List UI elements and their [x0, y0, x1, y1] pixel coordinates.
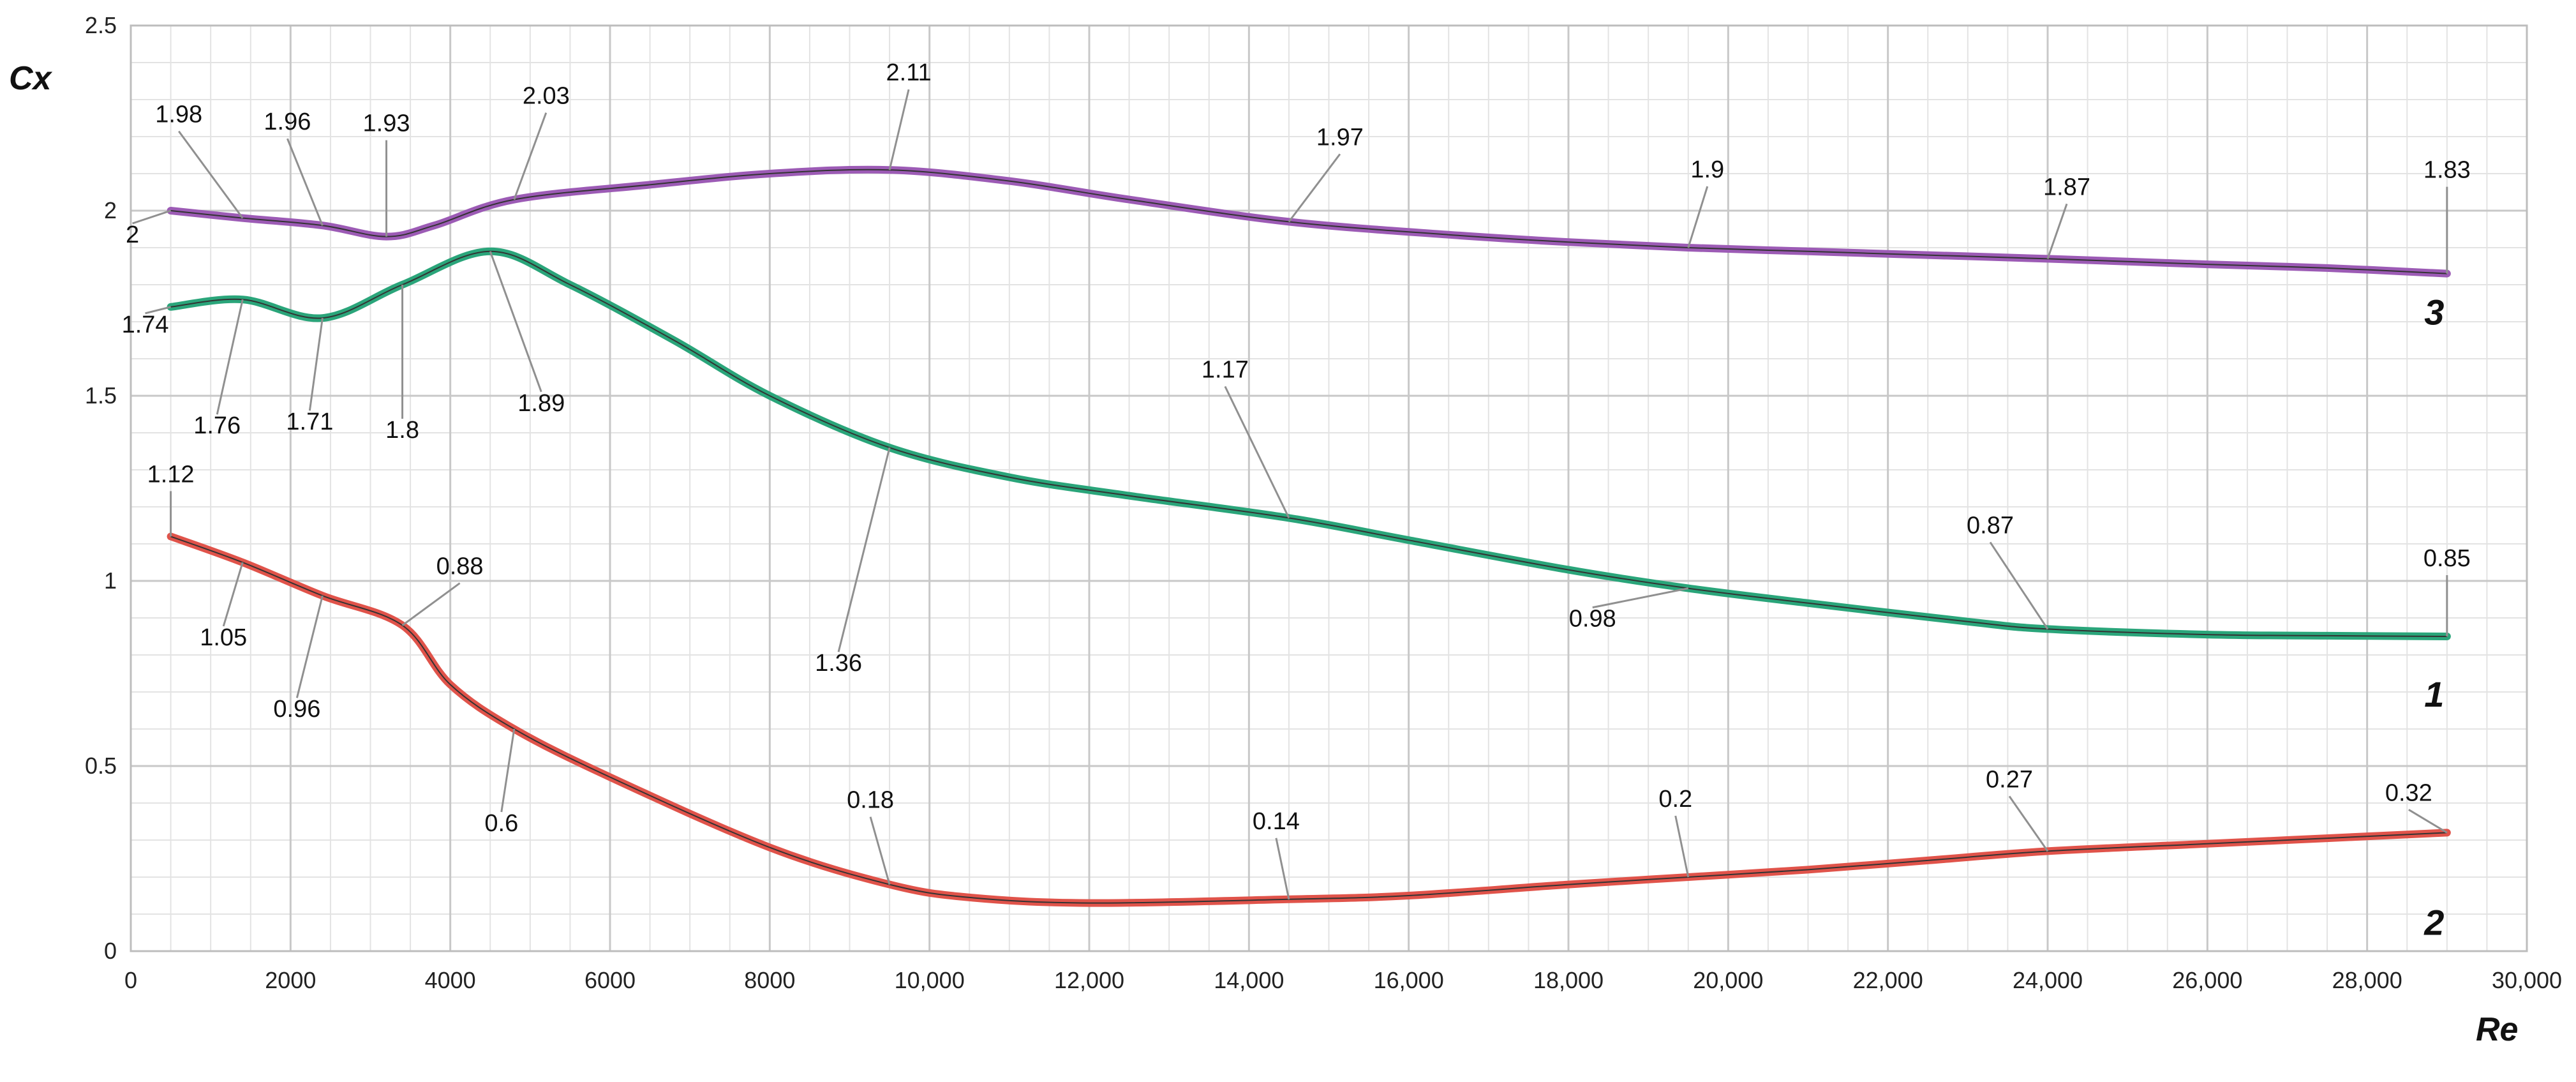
series-2-line-core: [170, 536, 2447, 904]
data-label: 1.98: [155, 101, 202, 128]
data-label: 1.71: [286, 409, 333, 435]
x-tick-label: 8000: [744, 967, 795, 993]
x-tick-label: 16,000: [1374, 967, 1444, 993]
curve-label-1: 1: [2424, 674, 2444, 714]
leader-line: [1275, 838, 1290, 900]
y-tick-label: 0.5: [85, 753, 117, 779]
x-tick-label: 26,000: [2172, 967, 2242, 993]
leader-line: [869, 816, 891, 885]
y-tick-label: 1: [104, 567, 117, 594]
x-tick-label: 14,000: [1214, 967, 1284, 993]
grid: [130, 24, 2528, 952]
data-label: 1.89: [517, 390, 565, 417]
leader-line: [2046, 203, 2068, 259]
x-tick-label: 4000: [425, 967, 476, 993]
leader-line: [222, 562, 244, 627]
y-tick-label: 1.5: [85, 382, 117, 409]
leader-line: [500, 728, 516, 813]
leader-line: [401, 582, 461, 626]
data-label: 0.98: [1569, 606, 1616, 633]
leader-line: [2008, 795, 2049, 852]
data-label: 1.74: [122, 312, 169, 338]
x-tick-label: 30,000: [2492, 967, 2562, 993]
data-label: 2: [126, 222, 139, 248]
leader-line: [2408, 809, 2448, 834]
data-label: 1.9: [1690, 156, 1724, 183]
data-label: 1.93: [363, 110, 410, 137]
plot-frame: [130, 24, 2528, 952]
data-label: 1.97: [1316, 124, 1364, 151]
leader-line: [216, 299, 244, 415]
leader-line: [295, 595, 324, 698]
leader-line: [1592, 587, 1689, 609]
data-label: 2.11: [886, 59, 932, 86]
data-label: 1.05: [200, 624, 247, 651]
y-tick-label: 0: [104, 938, 117, 964]
x-tick-label: 10,000: [895, 967, 965, 993]
leader-line: [1687, 186, 1709, 248]
data-label: 1.12: [147, 461, 195, 488]
leader-line: [1989, 541, 2049, 630]
data-label: 0.6: [484, 810, 518, 837]
y-tick-label: 2: [104, 197, 117, 223]
leader-line: [308, 317, 324, 411]
data-label: 0.88: [436, 553, 484, 580]
data-label: 1.76: [193, 412, 241, 439]
data-label: 2.03: [523, 83, 570, 110]
x-axis-label: Re: [2476, 1011, 2518, 1048]
data-label: 1.83: [2423, 157, 2471, 184]
series-3-line-core: [170, 169, 2447, 274]
x-tick-label: 20,000: [1693, 967, 1763, 993]
y-axis-label: Cx: [9, 60, 53, 97]
leader-line: [1674, 815, 1690, 878]
x-tick-label: 28,000: [2332, 967, 2402, 993]
data-label: 0.32: [2385, 779, 2432, 806]
leader-line: [513, 112, 547, 200]
data-label: 1.36: [815, 650, 862, 677]
data-label: 0.96: [273, 696, 320, 723]
x-tick-label: 22,000: [1853, 967, 1923, 993]
x-tick-label: 18,000: [1533, 967, 1604, 993]
x-tick-label: 24,000: [2013, 967, 2083, 993]
data-label: 0.14: [1253, 808, 1300, 835]
series-lines: [167, 165, 2451, 907]
leader-line: [837, 447, 891, 652]
leader-line: [489, 251, 542, 393]
leader-line: [132, 209, 172, 225]
x-tick-label: 0: [124, 967, 137, 993]
y-tick-label: 2.5: [85, 12, 117, 38]
leader-line: [178, 130, 244, 219]
data-label: 1.96: [264, 109, 311, 135]
data-label: 1.8: [385, 417, 419, 444]
curve-label-2: 2: [2423, 902, 2444, 942]
leader-line: [145, 306, 171, 315]
data-label: 0.87: [1967, 512, 2014, 539]
data-label: 1.17: [1202, 356, 1249, 383]
series-1-line-core: [170, 250, 2447, 637]
leader-line: [1288, 153, 1341, 223]
x-tick-label: 12,000: [1054, 967, 1124, 993]
data-labels: 1.74 1.76 1.71 1.8 1.89 1.36 1.17 0.98 0.87 0.85 1…: [122, 59, 2471, 942]
data-label: 1.87: [2043, 174, 2090, 200]
data-label: 0.2: [1658, 786, 1692, 813]
data-label: 0.27: [1986, 766, 2033, 793]
axis-ticks: 0 2000 4000 6000 8000 10,000 12,000 14,000 16,00…: [85, 12, 2562, 993]
leader-line: [287, 138, 324, 226]
leader-line: [1224, 386, 1290, 519]
x-tick-label: 6000: [584, 967, 636, 993]
leader-line: [888, 89, 910, 170]
x-tick-label: 2000: [265, 967, 316, 993]
data-label: 0.18: [847, 787, 894, 814]
data-label: 0.85: [2423, 545, 2471, 572]
curve-label-3: 3: [2424, 292, 2444, 333]
